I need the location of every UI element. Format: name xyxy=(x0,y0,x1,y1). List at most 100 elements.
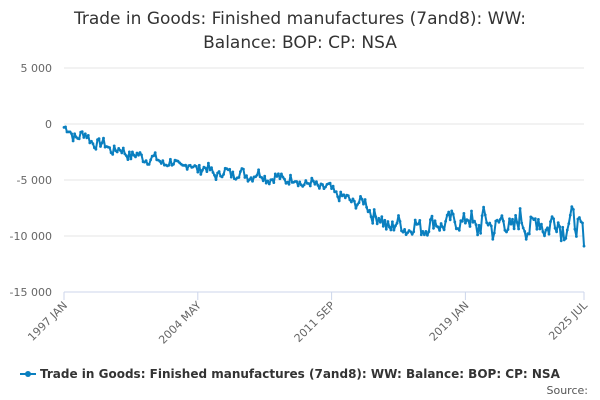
data-point[interactable] xyxy=(185,168,189,171)
data-point[interactable] xyxy=(208,168,212,172)
data-point[interactable] xyxy=(337,199,341,203)
data-point[interactable] xyxy=(126,158,130,162)
data-point[interactable] xyxy=(359,195,362,198)
data-point[interactable] xyxy=(120,151,124,155)
data-point[interactable] xyxy=(312,179,315,183)
data-point[interactable] xyxy=(222,173,226,176)
data-point[interactable] xyxy=(389,228,393,232)
data-point[interactable] xyxy=(427,230,431,234)
data-point[interactable] xyxy=(86,134,90,137)
data-point[interactable] xyxy=(204,166,207,170)
data-point[interactable] xyxy=(70,132,73,136)
data-point[interactable] xyxy=(570,205,574,209)
data-point[interactable] xyxy=(77,137,81,141)
data-point[interactable] xyxy=(138,151,142,154)
data-point[interactable] xyxy=(211,171,215,174)
data-point[interactable] xyxy=(121,146,125,150)
data-point[interactable] xyxy=(302,183,306,187)
data-point[interactable] xyxy=(365,205,368,209)
data-point[interactable] xyxy=(149,158,153,162)
data-point[interactable] xyxy=(287,182,291,186)
data-point[interactable] xyxy=(537,218,540,221)
data-point[interactable] xyxy=(381,224,385,228)
data-point[interactable] xyxy=(336,195,340,199)
data-point[interactable] xyxy=(384,227,388,231)
data-point[interactable] xyxy=(418,219,422,222)
data-point[interactable] xyxy=(380,215,384,219)
data-point[interactable] xyxy=(273,172,277,176)
data-point[interactable] xyxy=(547,232,551,236)
data-point[interactable] xyxy=(524,237,528,241)
data-point[interactable] xyxy=(196,170,200,174)
data-point[interactable] xyxy=(267,182,271,186)
data-point[interactable] xyxy=(533,217,537,221)
data-point[interactable] xyxy=(398,220,402,223)
data-point[interactable] xyxy=(409,230,413,234)
data-point[interactable] xyxy=(377,216,381,220)
data-point[interactable] xyxy=(565,228,569,232)
data-point[interactable] xyxy=(505,230,508,234)
data-point[interactable] xyxy=(152,154,156,158)
data-point[interactable] xyxy=(495,218,499,222)
data-point[interactable] xyxy=(354,206,358,210)
data-point[interactable] xyxy=(500,214,504,218)
data-point[interactable] xyxy=(318,187,321,190)
data-point[interactable] xyxy=(280,172,283,176)
data-point[interactable] xyxy=(277,172,280,176)
data-point[interactable] xyxy=(461,219,464,223)
data-point[interactable] xyxy=(100,141,104,145)
data-point[interactable] xyxy=(102,136,105,140)
data-point[interactable] xyxy=(497,220,501,224)
data-point[interactable] xyxy=(401,230,405,234)
data-point[interactable] xyxy=(480,214,484,218)
data-point[interactable] xyxy=(334,190,338,194)
data-point[interactable] xyxy=(199,173,203,176)
data-point[interactable] xyxy=(485,221,489,225)
data-point[interactable] xyxy=(486,223,490,227)
data-point[interactable] xyxy=(453,220,457,224)
data-point[interactable] xyxy=(129,157,133,161)
data-point[interactable] xyxy=(392,228,396,232)
data-point[interactable] xyxy=(99,145,102,148)
data-point[interactable] xyxy=(441,225,444,229)
data-point[interactable] xyxy=(237,176,241,179)
data-point[interactable] xyxy=(502,219,505,223)
data-point[interactable] xyxy=(550,215,554,219)
data-point[interactable] xyxy=(558,225,562,229)
data-point[interactable] xyxy=(118,149,122,152)
data-point[interactable] xyxy=(438,229,441,232)
data-point[interactable] xyxy=(220,175,224,179)
data-point[interactable] xyxy=(353,199,356,203)
data-point[interactable] xyxy=(541,230,545,234)
data-point[interactable] xyxy=(488,221,492,225)
data-point[interactable] xyxy=(567,222,571,226)
data-point[interactable] xyxy=(572,208,575,211)
legend[interactable]: Trade in Goods: Finished manufactures (7… xyxy=(20,367,561,381)
data-point[interactable] xyxy=(194,165,198,168)
data-point[interactable] xyxy=(423,233,426,237)
data-point[interactable] xyxy=(564,237,568,240)
data-point[interactable] xyxy=(426,233,429,237)
data-point[interactable] xyxy=(295,180,298,183)
data-point[interactable] xyxy=(582,244,586,248)
data-point[interactable] xyxy=(108,146,111,150)
data-point[interactable] xyxy=(153,151,157,155)
data-point[interactable] xyxy=(304,179,308,182)
data-point[interactable] xyxy=(424,230,428,233)
data-point[interactable] xyxy=(90,139,93,143)
data-point[interactable] xyxy=(357,201,361,205)
data-point[interactable] xyxy=(444,220,447,223)
data-point[interactable] xyxy=(363,198,367,201)
data-point[interactable] xyxy=(127,150,131,154)
data-point[interactable] xyxy=(91,142,95,146)
data-point[interactable] xyxy=(517,227,520,231)
data-point[interactable] xyxy=(159,162,163,165)
data-point[interactable] xyxy=(94,147,98,151)
data-point[interactable] xyxy=(372,208,376,211)
data-point[interactable] xyxy=(73,132,76,136)
data-point[interactable] xyxy=(482,205,485,209)
data-point[interactable] xyxy=(362,202,365,206)
data-point[interactable] xyxy=(188,163,192,167)
data-point[interactable] xyxy=(308,184,312,188)
data-point[interactable] xyxy=(167,163,171,167)
